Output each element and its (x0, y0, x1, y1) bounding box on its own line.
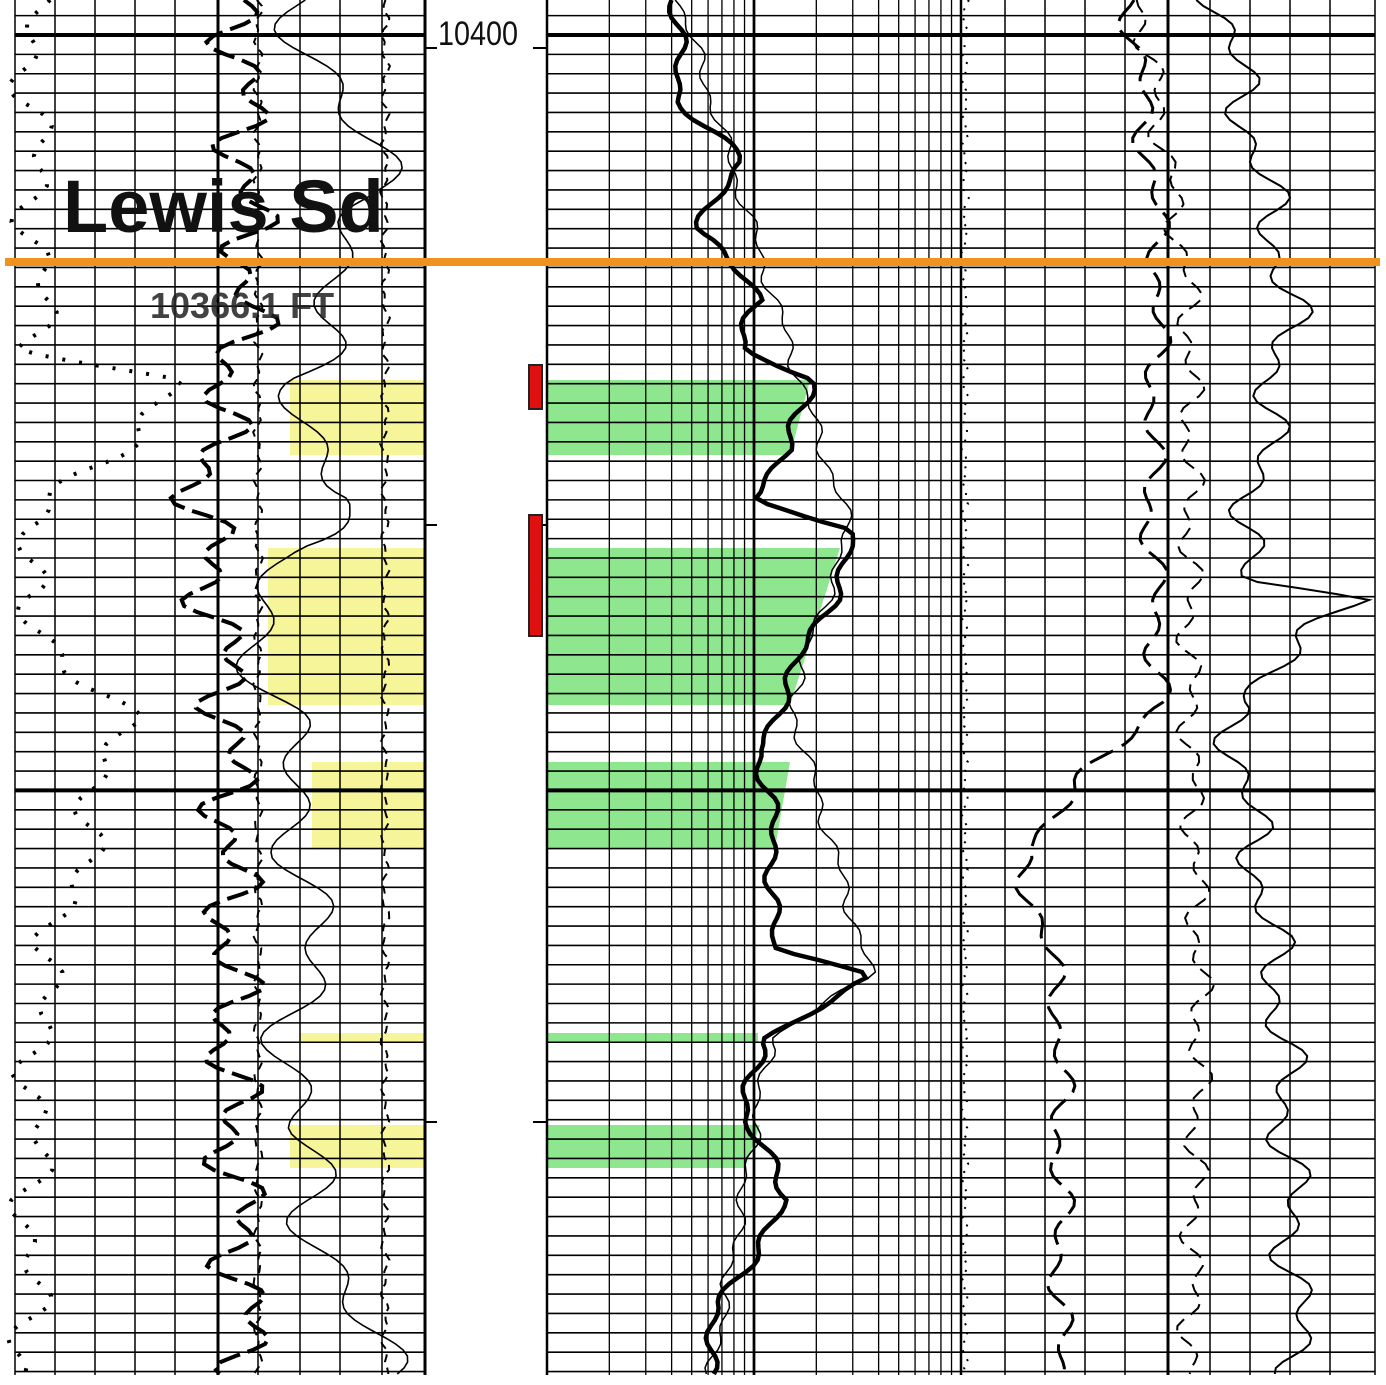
log-curve (1014, 0, 1173, 1375)
log-curve (235, 0, 409, 1375)
log-curve (251, 0, 265, 1375)
green-zone (548, 380, 810, 455)
log-curve (959, 0, 971, 1375)
log-curve (1195, 0, 1373, 1375)
formation-name: Lewis Sd (63, 165, 384, 248)
grid (14, 0, 1376, 1375)
yellow-zone (268, 548, 425, 705)
yellow-zone (312, 762, 425, 848)
green-zone (548, 762, 790, 848)
green-zone (548, 1033, 758, 1043)
log-curve (378, 0, 392, 1375)
depth-label: 10400 (438, 15, 518, 53)
log-curve (674, 0, 877, 1375)
perforation-marker (528, 514, 543, 637)
green-zone (548, 548, 840, 705)
curves (5, 0, 1373, 1376)
perforations (528, 364, 543, 637)
zone-fills (268, 380, 840, 1168)
green-zone (548, 1125, 760, 1168)
formation-depth: 10366.1 FT (150, 285, 334, 326)
perforation-marker (528, 364, 543, 410)
yellow-zone (290, 1125, 425, 1168)
log-curve (1132, 0, 1216, 1375)
yellow-zone (300, 1033, 425, 1043)
yellow-zone (290, 380, 425, 455)
log-curve (666, 0, 870, 1376)
log-curve (168, 0, 281, 1376)
